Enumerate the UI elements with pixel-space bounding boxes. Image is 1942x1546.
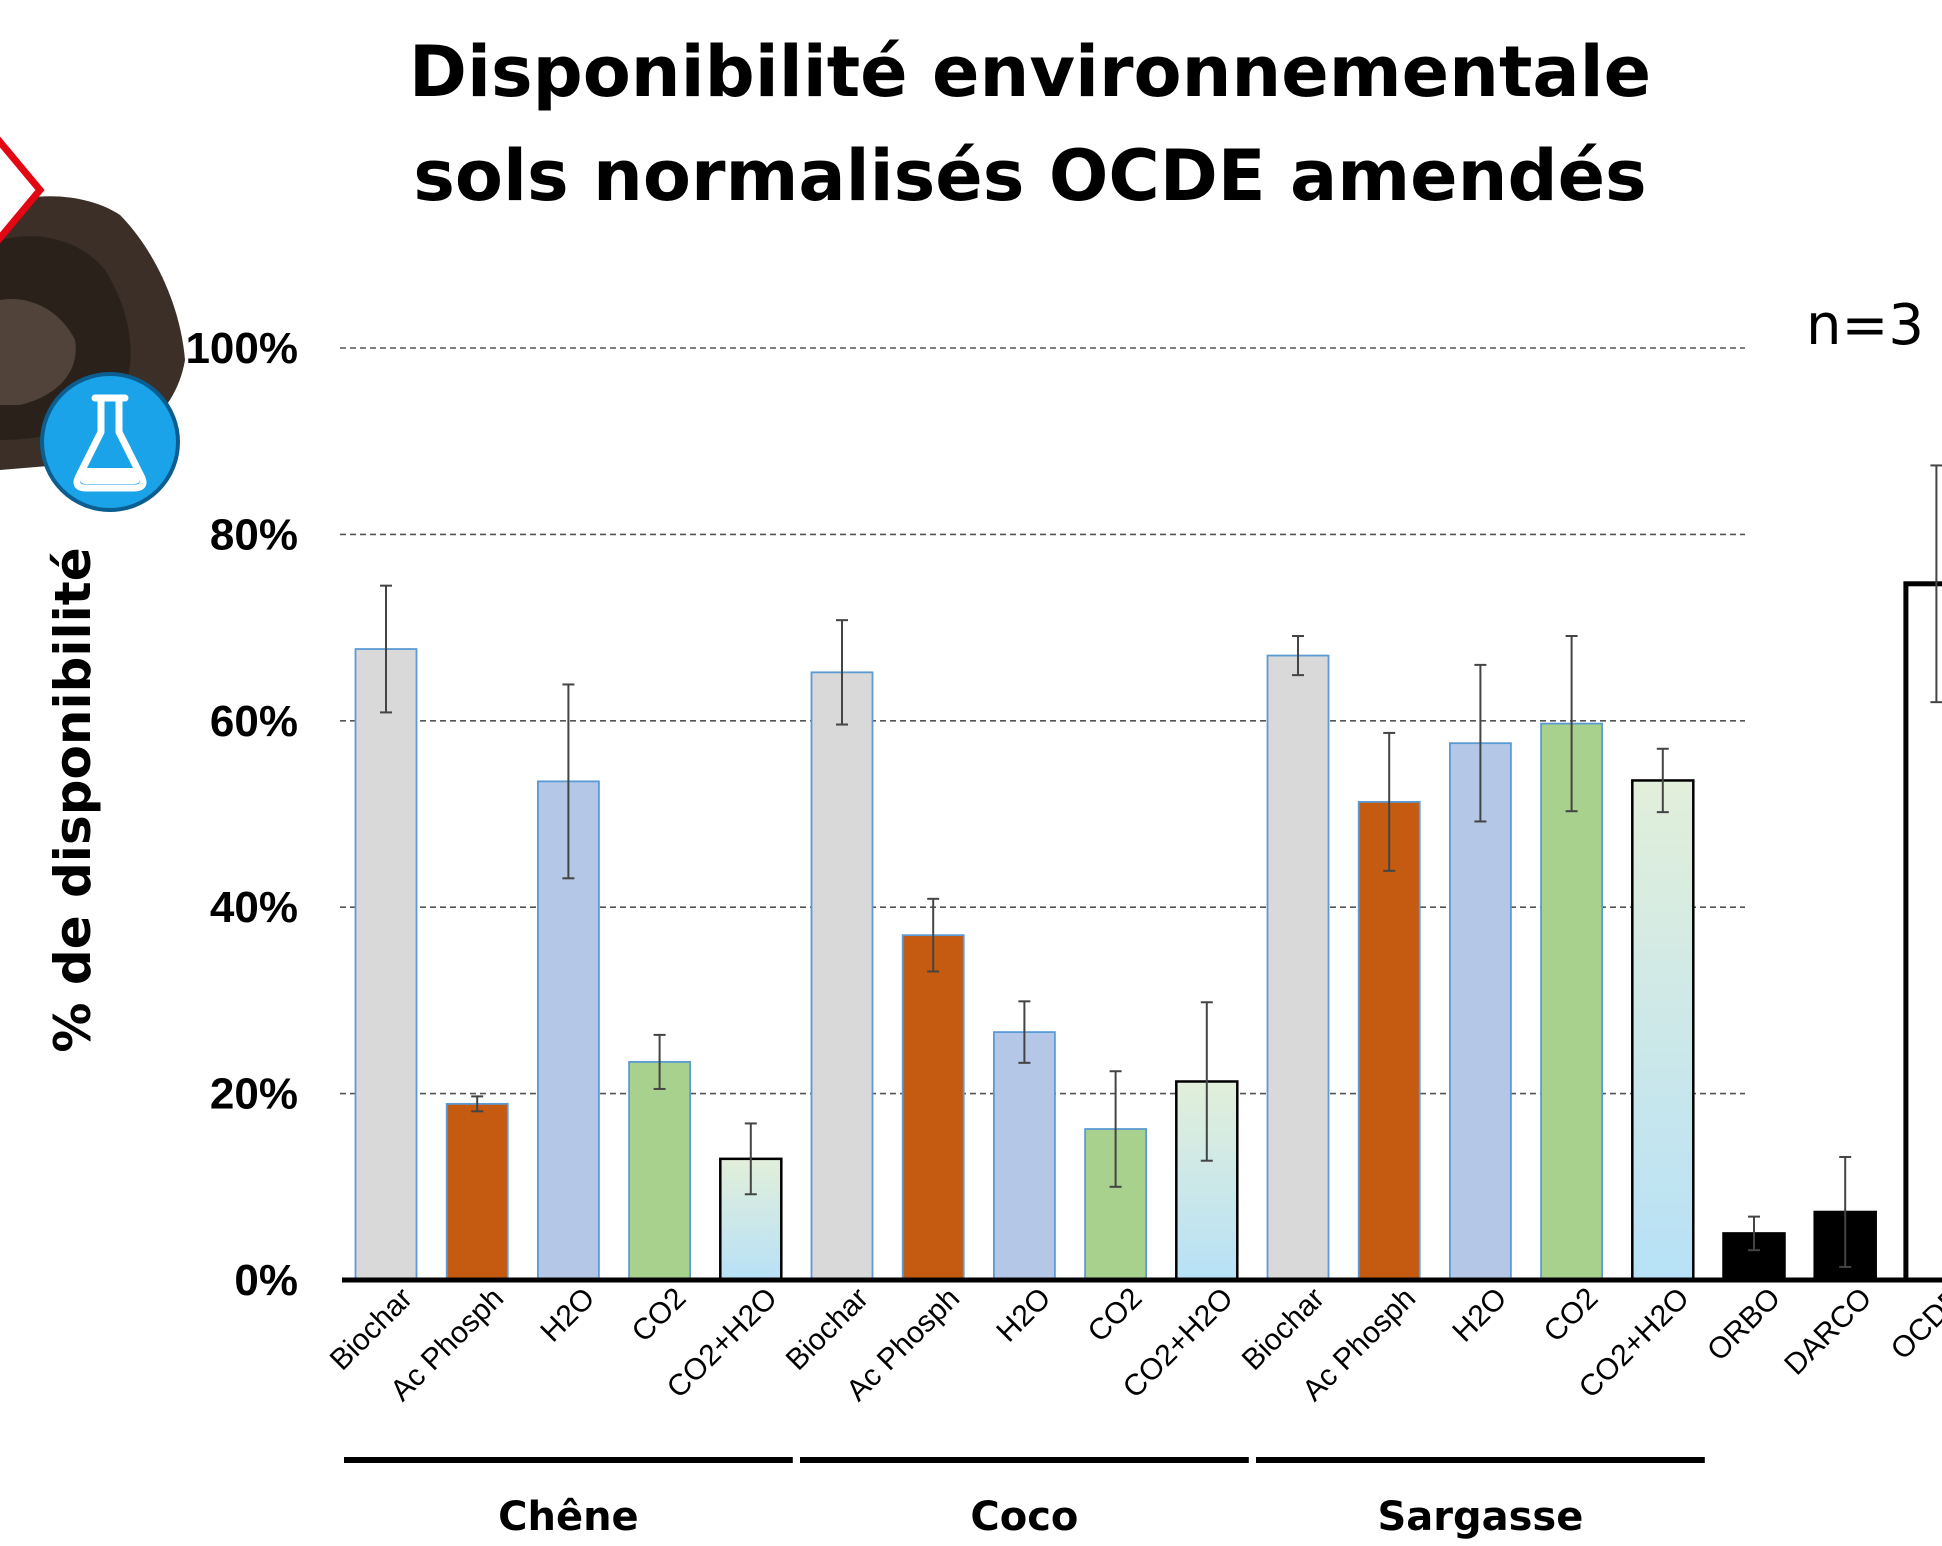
bar-co2 xyxy=(1540,722,1603,1281)
error-bar xyxy=(1109,1070,1122,1188)
x-tick-label: CO2 xyxy=(1082,1282,1149,1349)
error-bar xyxy=(1200,1001,1213,1162)
y-tick-label: 0% xyxy=(234,1256,298,1305)
error-bar xyxy=(471,1095,484,1113)
x-tick-label: OCDE xyxy=(1885,1282,1942,1367)
sample-count-annotation: n=3 xyxy=(1806,293,1924,358)
group-label: Chêne xyxy=(498,1494,639,1540)
chart-title-line-2: sols normalisés OCDE amendés xyxy=(413,135,1647,217)
x-tick-label: CO2 xyxy=(626,1282,693,1349)
bar-ac-phosph xyxy=(1357,800,1421,1281)
group-label: Sargasse xyxy=(1377,1494,1583,1540)
error-bar xyxy=(1930,464,1942,704)
x-tick-label: ORBO xyxy=(1701,1282,1787,1368)
bar-biochar xyxy=(810,671,874,1281)
chart-title-line-1: Disponibilité environnementale xyxy=(408,31,1652,113)
error-bar xyxy=(1292,634,1304,677)
x-tick-label: H2O xyxy=(534,1282,601,1349)
x-tick-label: DARCO xyxy=(1778,1282,1878,1382)
bar-ocde xyxy=(1903,581,1942,1283)
y-tick-label: 100% xyxy=(185,324,298,373)
y-tick-label: 60% xyxy=(210,697,298,746)
error-bar xyxy=(1383,731,1396,872)
y-axis-label: % de disponibilité xyxy=(44,547,102,1052)
bar-h2o xyxy=(993,1031,1056,1281)
error-bar xyxy=(744,1122,757,1196)
y-tick-label: 80% xyxy=(210,510,298,559)
x-tick-label: CO2 xyxy=(1538,1282,1605,1349)
error-bar xyxy=(562,683,575,880)
error-bar xyxy=(836,619,848,726)
y-tick-label: 20% xyxy=(210,1070,298,1119)
chart-title: Disponibilité environnementale sols norm… xyxy=(0,20,1942,228)
bar-h2o xyxy=(1449,742,1512,1281)
bar-co2-h2o xyxy=(1631,779,1695,1282)
flask-icon xyxy=(40,372,180,512)
error-bar xyxy=(1748,1215,1760,1252)
error-bars xyxy=(380,464,1942,1268)
group-labels: Chêne Coco Sargasse xyxy=(344,1457,1705,1540)
bar-ac-phosph xyxy=(445,1102,509,1281)
x-tick-label: H2O xyxy=(990,1282,1057,1349)
error-bar xyxy=(1565,634,1578,813)
error-bar xyxy=(1839,1155,1852,1268)
error-bar xyxy=(380,584,392,714)
error-bar xyxy=(1656,747,1669,814)
bars xyxy=(354,581,1942,1283)
y-tick-label: 40% xyxy=(210,883,298,932)
bar-biochar xyxy=(354,648,418,1281)
error-bar xyxy=(653,1033,666,1090)
bar-biochar xyxy=(1266,654,1330,1281)
hazard-diamond-icon xyxy=(0,136,45,244)
group-label: Coco xyxy=(970,1494,1078,1540)
bar-ac-phosph xyxy=(901,934,965,1281)
error-bar xyxy=(927,897,940,973)
y-tick-labels: 0% 20% 40% 60% 80% 100% xyxy=(185,324,298,1305)
x-tick-label: H2O xyxy=(1446,1282,1513,1349)
error-bar xyxy=(1018,1000,1031,1064)
bar-co2 xyxy=(628,1061,691,1281)
error-bar xyxy=(1474,663,1487,823)
